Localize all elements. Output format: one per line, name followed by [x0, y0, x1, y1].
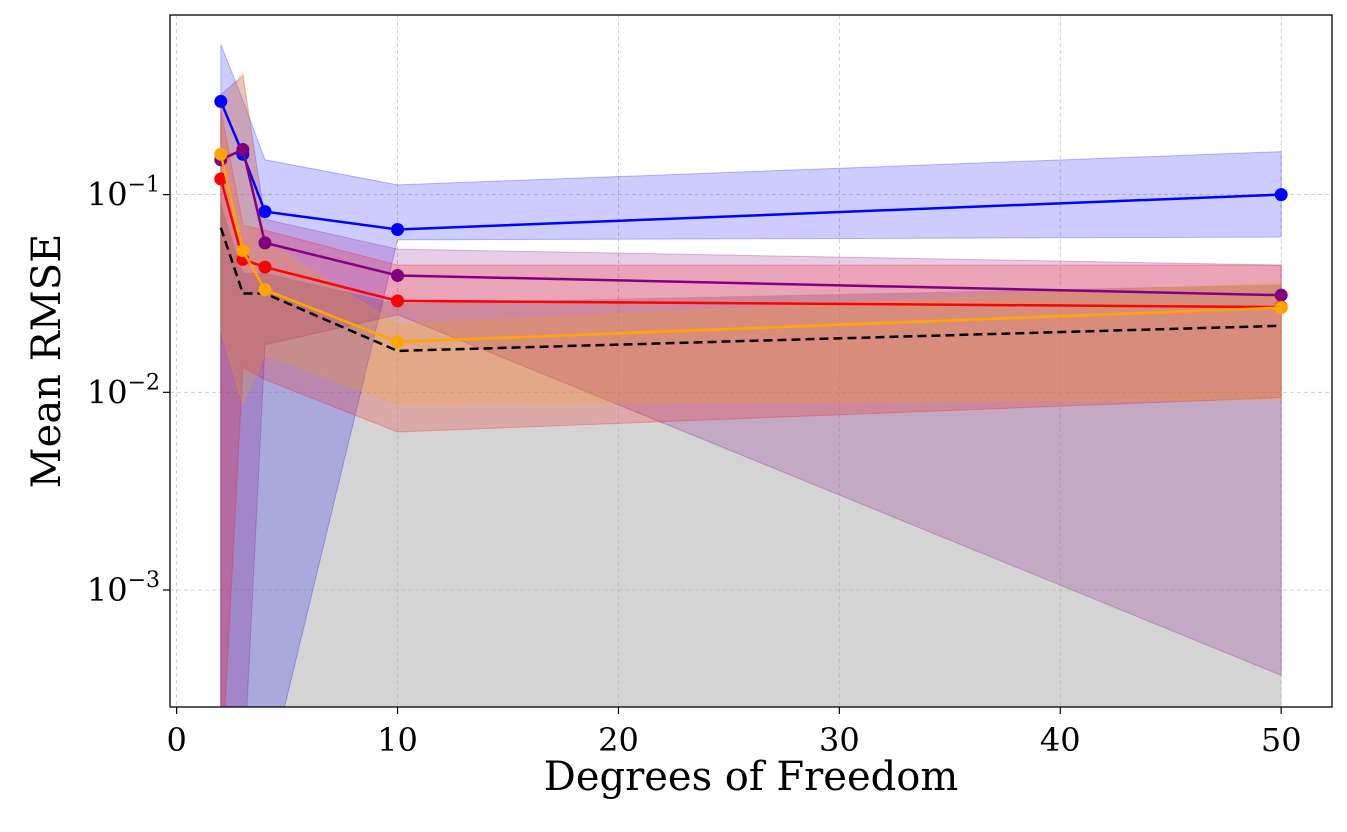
point [1274, 188, 1288, 202]
point [391, 268, 405, 282]
y-tick-label: 10−2 [87, 370, 160, 411]
point [236, 244, 250, 258]
error-band [220, 44, 1282, 707]
x-axis-label: Degrees of Freedom [544, 754, 959, 800]
point [258, 283, 272, 297]
x-tick-label: 0 [166, 721, 186, 759]
point [391, 335, 405, 349]
point [214, 147, 228, 161]
x-tick-label: 10 [377, 721, 418, 759]
y-axis-label: Mean RMSE [24, 234, 70, 489]
point [214, 172, 228, 186]
plot-frame [169, 14, 1333, 708]
point [1274, 301, 1288, 315]
point [236, 143, 250, 157]
x-tick-label: 50 [1261, 721, 1302, 759]
point [258, 236, 272, 250]
bands [220, 44, 1282, 707]
x-tick-label: 40 [1040, 721, 1081, 759]
point [391, 223, 405, 237]
error-band [220, 109, 1282, 707]
point [214, 94, 228, 108]
point [258, 260, 272, 274]
error-band [220, 74, 1282, 707]
x-tick-label: 20 [598, 721, 639, 759]
error-band [220, 203, 1282, 707]
error-band [220, 69, 1282, 406]
point [391, 294, 405, 308]
point [258, 205, 272, 219]
x-tick-label: 30 [819, 721, 860, 759]
lines [214, 94, 1288, 353]
y-tick-label: 10−1 [87, 173, 160, 214]
point [1274, 288, 1288, 302]
axes: 0 10 20 30 40 50 10−3 10−2 10−1 [87, 173, 1302, 759]
y-tick-label: 10−3 [87, 568, 160, 609]
